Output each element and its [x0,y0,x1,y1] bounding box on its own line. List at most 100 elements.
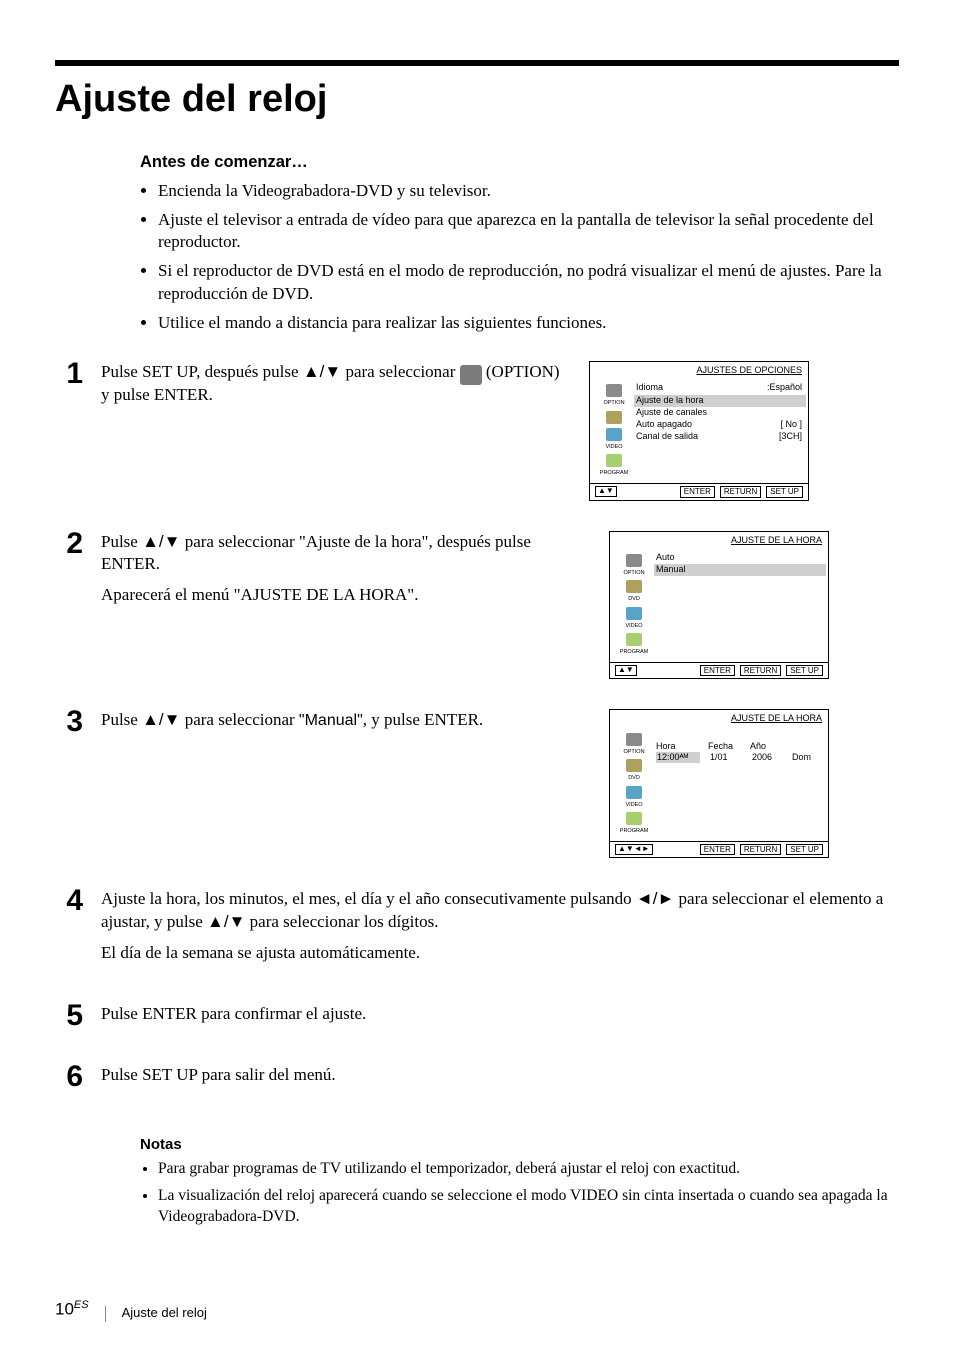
arrow-keys-icon: ▲▼ [595,486,617,497]
note-item: La visualización del reloj aparecerá cua… [158,1186,899,1228]
page-footer: 10ES Ajuste del reloj [55,1298,899,1322]
osd-footer: ▲▼◄► ENTER RETURN SET UP [610,841,828,858]
osd-panel-hora-menu: AJUSTE DE LA HORA OPTION DVD VIDEO PROGR… [609,531,829,680]
program-icon [626,633,642,646]
steps-list: 1 Pulse SET UP, después pulse ▲/▼ para s… [55,361,899,1095]
program-label: PROGRAM [620,829,648,835]
step3-text-b: para seleccionar [180,710,298,729]
step-text: Ajuste la hora, los minutos, el mes, el … [101,888,899,973]
step1-text-b: para seleccionar [341,362,459,381]
step-number: 1 [55,359,83,389]
intro-item: Encienda la Videograbadora-DVD y su tele… [158,180,899,203]
osd-row-l: Manual [656,564,686,575]
step-text: Pulse SET UP para salir del menú. [101,1064,899,1095]
up-down-arrows: ▲/▼ [303,362,341,381]
option-label: OPTION [603,401,624,407]
up-down-arrows: ▲/▼ [142,532,180,551]
osd-panel-opciones: AJUSTES DE OPCIONES OPTION VIDEO PROGRAM… [589,361,809,500]
return-button: RETURN [740,665,781,677]
osd-row-l: Canal de salida [636,431,698,442]
dvd-label: DVD [628,597,640,603]
osd-rows: Idioma:Español Ajuste de la hora Ajuste … [632,382,802,477]
video-icon [606,428,622,441]
osd-row-r: :Español [767,382,802,393]
option-label: OPTION [623,571,644,577]
setup-button: SET UP [786,844,823,856]
osd-title: AJUSTE DE LA HORA [610,710,828,726]
step1-text-a: Pulse SET UP, después pulse [101,362,303,381]
intro-item: Utilice el mando a distancia para realiz… [158,312,899,335]
return-button: RETURN [720,486,761,498]
osd-row-l: Auto [656,552,675,563]
intro-list: Encienda la Videograbadora-DVD y su tele… [140,180,899,336]
notes-block: Notas Para grabar programas de TV utiliz… [140,1135,899,1228]
page-num-value: 10 [55,1300,74,1319]
video-icon [626,786,642,799]
step4-text-d: El día de la semana se ajusta automática… [101,942,899,965]
step3-text-d: , y pulse ENTER. [363,710,483,729]
footer-section: Ajuste del reloj [122,1304,207,1322]
up-down-arrows: ▲/▼ [142,710,180,729]
arrow-keys-icon: ▲▼◄► [615,844,653,855]
step-5: 5 Pulse ENTER para confirmar el ajuste. [55,1003,899,1034]
osd-left-icons: OPTION DVD VIDEO PROGRAM [616,552,652,656]
hdr-hora: Hora [656,741,698,752]
program-icon [606,454,622,467]
step-number: 5 [55,1001,83,1031]
page-title: Ajuste del reloj [55,74,899,125]
hdr-ano: Año [750,741,780,752]
option-icon [460,365,482,385]
video-label: VIDEO [605,445,622,451]
setup-button: SET UP [766,486,803,498]
step3-text-c: "Manual" [299,712,363,729]
step-number: 4 [55,886,83,916]
osd-footer: ▲▼ ENTER RETURN SET UP [590,483,808,500]
step-1: 1 Pulse SET UP, después pulse ▲/▼ para s… [55,361,899,500]
enter-button: ENTER [700,665,735,677]
video-icon [626,607,642,620]
step-4: 4 Ajuste la hora, los minutos, el mes, e… [55,888,899,973]
note-item: Para grabar programas de TV utilizando e… [158,1159,899,1180]
step-3: 3 Pulse ▲/▼ para seleccionar "Manual", y… [55,709,899,858]
osd-rows: Hora Fecha Año 12:00ᴬᴹ 1/01 2006 Dom [652,731,822,835]
setup-button: SET UP [786,665,823,677]
top-rule [55,60,899,66]
osd-rows: Auto Manual [652,552,822,656]
dvd-label: DVD [628,776,640,782]
page-number: 10ES [55,1298,89,1322]
video-label: VIDEO [625,624,642,630]
footer-separator [105,1306,106,1322]
step-2: 2 Pulse ▲/▼ para seleccionar "Ajuste de … [55,531,899,680]
val-dia: Dom [792,752,811,763]
osd-row-l: Auto apagado [636,419,692,430]
step-6: 6 Pulse SET UP para salir del menú. [55,1064,899,1095]
notes-list: Para grabar programas de TV utilizando e… [140,1159,899,1228]
hdr-fecha: Fecha [708,741,740,752]
notes-heading: Notas [140,1135,899,1155]
osd-left-icons: OPTION DVD VIDEO PROGRAM [616,731,652,835]
enter-button: ENTER [700,844,735,856]
enter-button: ENTER [680,486,715,498]
program-label: PROGRAM [600,471,628,477]
program-icon [626,812,642,825]
osd-row-l: Idioma [636,382,663,393]
osd-title: AJUSTES DE OPCIONES [590,362,808,378]
val-hora: 12:00ᴬᴹ [656,752,700,763]
up-down-arrows: ▲/▼ [207,912,245,931]
step-text: Pulse ▲/▼ para seleccionar "Ajuste de la… [101,531,591,616]
osd-row-l: Ajuste de canales [636,407,707,418]
step2-text-c: Aparecerá el menú "AJUSTE DE LA HORA". [101,584,591,607]
osd-row-r: [ No ] [780,419,802,430]
osd-left-icons: OPTION VIDEO PROGRAM [596,382,632,477]
option-icon [606,384,622,397]
dvd-icon [626,759,642,772]
option-icon [626,733,642,746]
step-number: 6 [55,1062,83,1092]
step-number: 3 [55,707,83,737]
arrow-keys-icon: ▲▼ [615,665,637,676]
osd-row-r: [3CH] [779,431,802,442]
program-label: PROGRAM [620,650,648,656]
video-label: VIDEO [625,803,642,809]
step2-text-a: Pulse [101,532,142,551]
option-label: OPTION [623,750,644,756]
